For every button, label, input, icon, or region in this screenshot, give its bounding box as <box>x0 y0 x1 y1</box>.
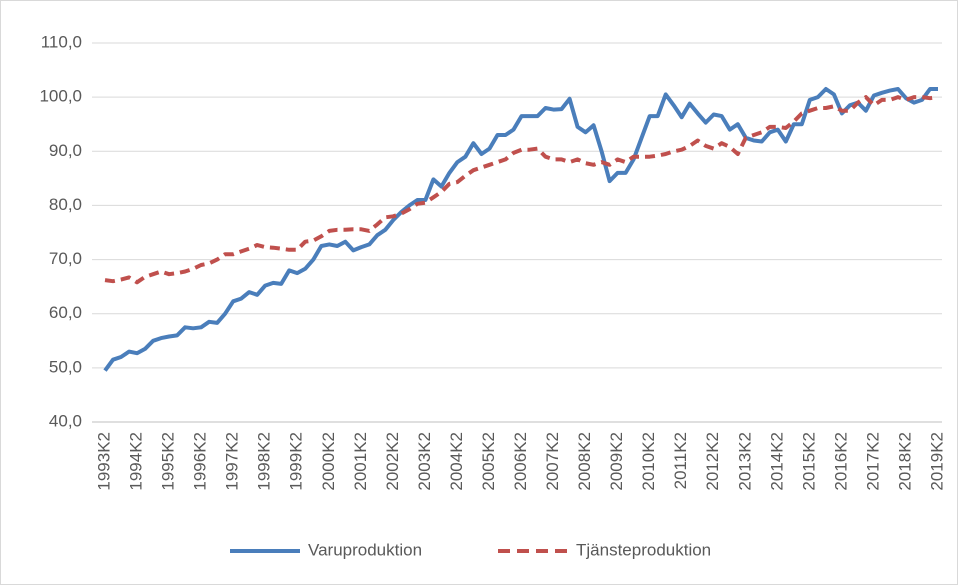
x-tick-label: 2015K2 <box>799 432 818 491</box>
x-tick-label: 2014K2 <box>767 432 786 491</box>
x-tick-label: 2019K2 <box>927 432 946 491</box>
x-tick-label: 2006K2 <box>511 432 530 491</box>
x-tick-label: 2011K2 <box>671 432 690 489</box>
x-tick-label: 2003K2 <box>415 432 434 491</box>
y-tick-label: 100,0 <box>39 87 82 106</box>
x-tick-label: 2018K2 <box>895 432 914 491</box>
legend-label: Tjänsteproduktion <box>576 540 711 559</box>
x-tick-label: 2005K2 <box>479 432 498 491</box>
x-tick-label: 2017K2 <box>863 432 882 491</box>
x-tick-label: 2012K2 <box>703 432 722 491</box>
series-line <box>104 95 939 285</box>
x-tick-label: 2013K2 <box>735 432 754 491</box>
x-tick-label: 2004K2 <box>447 432 466 491</box>
x-tick-label: 1999K2 <box>287 432 306 491</box>
x-tick-label: 2010K2 <box>639 432 658 491</box>
y-tick-label: 40,0 <box>49 411 82 430</box>
x-tick-label: 2000K2 <box>319 432 338 491</box>
x-tick-label: 1996K2 <box>191 432 210 491</box>
x-tick-label: 2016K2 <box>831 432 850 491</box>
y-tick-label: 70,0 <box>49 249 82 268</box>
x-tick-label: 2002K2 <box>383 432 402 491</box>
legend-label: Varuproduktion <box>308 540 422 559</box>
x-tick-label: 1995K2 <box>159 432 178 491</box>
x-tick-label: 1998K2 <box>255 432 274 491</box>
y-tick-label: 90,0 <box>49 141 82 160</box>
series-line <box>103 87 938 372</box>
x-tick-label: 2009K2 <box>607 432 626 491</box>
x-tick-label: 1994K2 <box>127 432 146 491</box>
x-tick-label: 1997K2 <box>223 432 242 491</box>
y-tick-label: 80,0 <box>49 195 82 214</box>
y-tick-label: 110,0 <box>41 32 82 51</box>
x-tick-label: 2001K2 <box>351 432 370 491</box>
y-tick-label: 50,0 <box>49 357 82 376</box>
y-tick-label: 60,0 <box>49 303 82 322</box>
x-tick-label: 2007K2 <box>543 432 562 491</box>
x-tick-label: 1993K2 <box>94 432 113 491</box>
x-tick-label: 2008K2 <box>575 432 594 491</box>
